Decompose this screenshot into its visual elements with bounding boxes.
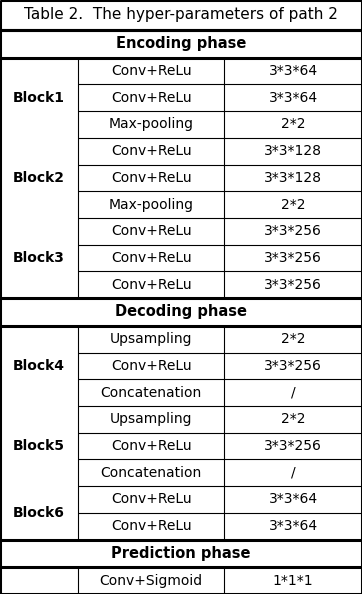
Text: Conv+ReLu: Conv+ReLu: [111, 439, 191, 453]
Text: 3*3*256: 3*3*256: [264, 251, 322, 265]
Text: Upsampling: Upsampling: [110, 412, 192, 426]
Text: Conv+ReLu: Conv+ReLu: [111, 144, 191, 158]
Text: Concatenation: Concatenation: [101, 466, 202, 480]
Text: Conv+ReLu: Conv+ReLu: [111, 492, 191, 507]
Text: Conv+ReLu: Conv+ReLu: [111, 225, 191, 238]
Text: 3*3*256: 3*3*256: [264, 439, 322, 453]
Text: Encoding phase: Encoding phase: [116, 36, 246, 51]
Text: Block5: Block5: [13, 439, 65, 453]
Text: 3*3*64: 3*3*64: [269, 519, 318, 533]
Text: Conv+ReLu: Conv+ReLu: [111, 64, 191, 78]
Text: Block6: Block6: [13, 506, 65, 520]
Text: 2*2: 2*2: [281, 412, 306, 426]
Text: Max-pooling: Max-pooling: [109, 118, 194, 131]
Text: 3*3*64: 3*3*64: [269, 492, 318, 507]
Text: Max-pooling: Max-pooling: [109, 198, 194, 211]
Text: Conv+ReLu: Conv+ReLu: [111, 91, 191, 105]
Text: Prediction phase: Prediction phase: [111, 546, 251, 561]
Text: 3*3*64: 3*3*64: [269, 64, 318, 78]
Text: 3*3*128: 3*3*128: [264, 171, 322, 185]
Text: Conv+ReLu: Conv+ReLu: [111, 278, 191, 292]
Text: Conv+ReLu: Conv+ReLu: [111, 251, 191, 265]
Text: /: /: [291, 386, 295, 400]
Text: Table 2.  The hyper-parameters of path 2: Table 2. The hyper-parameters of path 2: [24, 8, 338, 23]
Text: 2*2: 2*2: [281, 198, 306, 211]
Text: 3*3*64: 3*3*64: [269, 91, 318, 105]
Text: Conv+ReLu: Conv+ReLu: [111, 519, 191, 533]
Text: 2*2: 2*2: [281, 118, 306, 131]
Text: Conv+ReLu: Conv+ReLu: [111, 171, 191, 185]
Text: 3*3*128: 3*3*128: [264, 144, 322, 158]
Text: /: /: [291, 466, 295, 480]
Text: 3*3*256: 3*3*256: [264, 225, 322, 238]
Text: 3*3*256: 3*3*256: [264, 278, 322, 292]
Text: Conv+Sigmoid: Conv+Sigmoid: [100, 574, 203, 587]
Text: Block1: Block1: [13, 91, 65, 105]
Text: Block3: Block3: [13, 251, 65, 265]
Text: Block2: Block2: [13, 171, 65, 185]
Text: Upsampling: Upsampling: [110, 332, 192, 346]
Text: Concatenation: Concatenation: [101, 386, 202, 400]
Text: 3*3*256: 3*3*256: [264, 359, 322, 373]
Text: 1*1*1: 1*1*1: [273, 574, 313, 587]
Text: Decoding phase: Decoding phase: [115, 305, 247, 320]
Text: Conv+ReLu: Conv+ReLu: [111, 359, 191, 373]
Text: 2*2: 2*2: [281, 332, 306, 346]
Text: Block4: Block4: [13, 359, 65, 373]
